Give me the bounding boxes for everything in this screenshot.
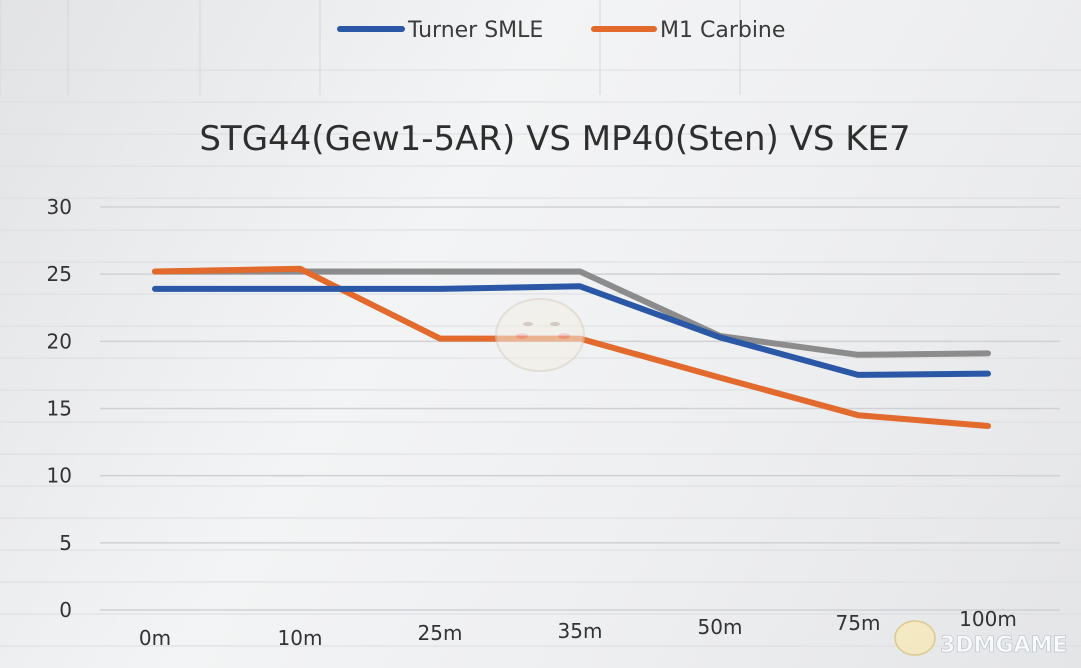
y-tick-label: 5 [59,531,72,555]
x-tick-label: 25m [418,621,463,645]
y-axis-ticks: 0 5 10 15 20 25 30 [47,195,72,622]
y-tick-label: 30 [47,195,72,219]
x-tick-label: 35m [558,619,603,643]
legend: Turner SMLE M1 Carbine [337,18,785,43]
x-tick-label: 100m [959,607,1017,631]
spreadsheet-background-grid [0,0,1081,647]
x-axis-ticks: 0m 10m 25m 35m 50m 75m 100m [139,607,1017,650]
chart-title: STG44(Gew1-5AR) VS MP40(Sten) VS KE7 [199,119,910,159]
legend-label-m1-carbine: M1 Carbine [660,18,785,43]
series-line-turner-smle [152,283,991,378]
svg-text:3DMGAME: 3DMGAME [940,633,1067,658]
y-tick-label: 0 [59,598,72,622]
x-tick-label: 0m [139,626,171,650]
x-tick-label: 50m [698,615,743,639]
legend-label-turner-smle: Turner SMLE [407,18,543,43]
x-tick-label: 75m [836,611,881,635]
y-tick-label: 15 [47,397,72,421]
y-tick-label: 20 [47,329,72,353]
x-tick-label: 10m [278,626,323,650]
y-tick-label: 10 [47,464,72,488]
watermark-logo: 3DMGAME [894,620,1068,658]
y-tick-label: 25 [47,262,72,286]
watermark-mascot-icon [495,298,585,372]
